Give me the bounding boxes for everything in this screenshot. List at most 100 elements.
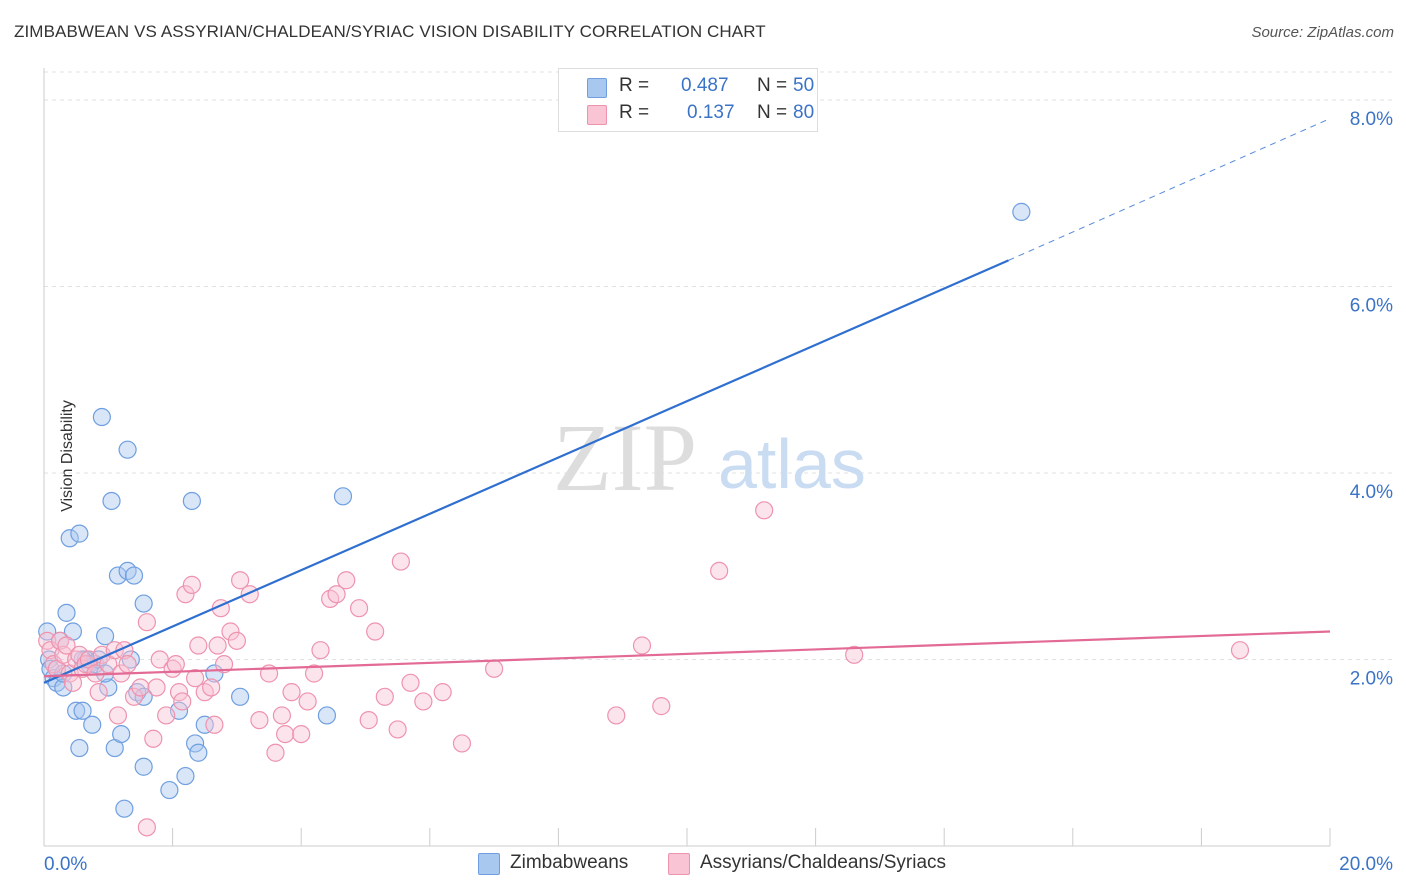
point-assyrian bbox=[276, 724, 295, 744]
y-tick-label: 2.0% bbox=[1350, 668, 1393, 689]
y-tick-label: 8.0% bbox=[1350, 109, 1393, 130]
point-zimbabwean bbox=[115, 799, 134, 818]
point-assyrian bbox=[182, 575, 201, 594]
legend-label: Assyrians/Chaldeans/Syriacs bbox=[700, 852, 947, 873]
point-assyrian bbox=[108, 706, 128, 725]
watermark: ZIP atlas bbox=[553, 404, 866, 511]
point-zimbabwean bbox=[118, 440, 137, 459]
legend-swatch-pink bbox=[668, 853, 690, 875]
point-zimbabwean bbox=[108, 566, 128, 585]
point-zimbabwean bbox=[124, 566, 144, 585]
point-assyrian bbox=[401, 673, 420, 692]
point-zimbabwean bbox=[134, 757, 153, 776]
point-assyrian bbox=[208, 636, 227, 655]
point-zimbabwean bbox=[1012, 202, 1031, 221]
r-label: R = bbox=[619, 75, 650, 96]
point-assyrian bbox=[632, 636, 652, 655]
point-assyrian bbox=[176, 585, 195, 604]
y-tick-label: 6.0% bbox=[1350, 295, 1393, 316]
point-zimbabwean bbox=[99, 678, 118, 697]
point-zimbabwean bbox=[102, 491, 121, 511]
point-assyrian bbox=[137, 613, 156, 632]
point-assyrian bbox=[375, 687, 394, 706]
legend-label: Zimbabweans bbox=[510, 852, 629, 873]
x-tick-marks bbox=[43, 828, 1331, 846]
y-tick-labels: 2.0% 4.0% 6.0% 8.0% bbox=[1350, 109, 1393, 690]
x-tick-labels: 0.0% 20.0% bbox=[44, 854, 1393, 875]
point-zimbabwean bbox=[134, 594, 153, 613]
point-assyrian bbox=[57, 636, 76, 655]
point-zimbabwean bbox=[317, 706, 337, 725]
point-assyrian bbox=[231, 571, 250, 590]
n-label: N = bbox=[757, 75, 788, 96]
point-assyrian bbox=[292, 724, 311, 744]
point-zimbabwean bbox=[176, 766, 195, 786]
point-assyrian bbox=[131, 678, 150, 697]
y-axis-label: Vision Disability bbox=[58, 400, 76, 512]
point-assyrian bbox=[349, 599, 369, 618]
watermark-atlas: atlas bbox=[718, 425, 866, 503]
chart-title: ZIMBABWEAN VS ASSYRIAN/CHALDEAN/SYRIAC V… bbox=[14, 22, 766, 41]
source-label: Source: ZipAtlas.com bbox=[1251, 24, 1394, 41]
point-assyrian bbox=[298, 692, 317, 711]
legend-swatch-blue bbox=[478, 853, 500, 875]
point-assyrian bbox=[652, 697, 671, 716]
point-zimbabwean bbox=[189, 743, 208, 762]
point-zimbabwean bbox=[73, 701, 92, 720]
point-assyrian bbox=[70, 645, 89, 664]
point-assyrian bbox=[118, 655, 137, 674]
point-assyrian bbox=[485, 659, 504, 678]
data-points bbox=[38, 202, 1250, 837]
point-assyrian bbox=[189, 636, 208, 655]
y-tick-label: 4.0% bbox=[1350, 482, 1393, 503]
point-assyrian bbox=[311, 641, 330, 660]
trend-line-zimbabweans bbox=[43, 259, 1009, 684]
point-zimbabwean bbox=[57, 603, 76, 622]
point-assyrian bbox=[359, 711, 378, 730]
legend-swatch-pink bbox=[587, 105, 607, 125]
n-value: 50 bbox=[793, 75, 815, 96]
point-assyrian bbox=[433, 683, 452, 702]
point-assyrian bbox=[266, 743, 285, 762]
watermark-zip: ZIP bbox=[553, 404, 697, 511]
point-zimbabwean bbox=[95, 627, 115, 646]
point-zimbabwean bbox=[92, 407, 111, 427]
point-assyrian bbox=[1230, 641, 1250, 660]
point-assyrian bbox=[845, 645, 864, 664]
stats-legend: R = 0.487 N = 50 R = 0.137 N = 80 bbox=[558, 68, 818, 132]
point-assyrian bbox=[755, 501, 774, 520]
point-zimbabwean bbox=[38, 622, 57, 641]
point-zimbabwean bbox=[112, 724, 131, 744]
x-tick-label: 20.0% bbox=[1339, 854, 1393, 875]
point-assyrian bbox=[89, 683, 108, 702]
point-zimbabwean bbox=[231, 687, 250, 706]
point-assyrian bbox=[366, 622, 385, 641]
point-zimbabwean bbox=[70, 738, 89, 758]
point-assyrian bbox=[202, 678, 221, 697]
point-zimbabwean bbox=[67, 701, 86, 720]
point-assyrian bbox=[391, 552, 410, 571]
point-assyrian bbox=[173, 692, 192, 711]
n-label: N = bbox=[757, 102, 788, 123]
point-assyrian bbox=[272, 706, 292, 725]
point-assyrian bbox=[337, 571, 356, 590]
point-zimbabwean bbox=[70, 524, 89, 543]
r-value: 0.487 bbox=[681, 75, 729, 96]
point-assyrian bbox=[137, 818, 156, 837]
point-assyrian bbox=[205, 715, 224, 734]
point-assyrian bbox=[144, 729, 163, 748]
point-zimbabwean bbox=[195, 715, 214, 734]
point-assyrian bbox=[147, 678, 166, 697]
trend-extension-zimbabweans bbox=[1008, 118, 1331, 261]
point-zimbabwean bbox=[333, 487, 353, 506]
legend-swatch-blue bbox=[587, 78, 607, 98]
point-assyrian bbox=[221, 622, 240, 641]
point-assyrian bbox=[710, 561, 729, 581]
x-tick-label: 0.0% bbox=[44, 854, 87, 875]
trend-lines bbox=[43, 118, 1331, 684]
point-assyrian bbox=[452, 734, 472, 753]
point-assyrian bbox=[282, 683, 301, 702]
point-assyrian bbox=[607, 706, 626, 725]
point-zimbabwean bbox=[60, 529, 79, 548]
point-assyrian bbox=[186, 669, 205, 688]
